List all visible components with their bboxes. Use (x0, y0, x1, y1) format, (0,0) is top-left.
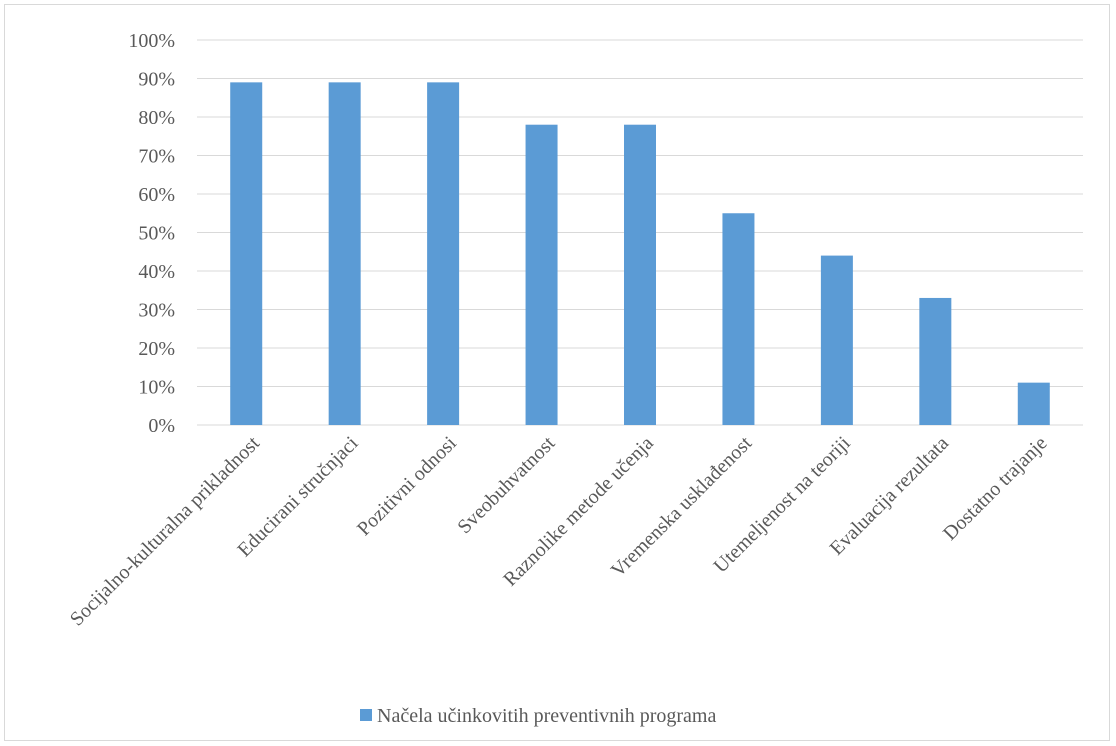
y-tick-label: 0% (148, 415, 175, 437)
x-category-label: Dostatno trajanje (939, 432, 1052, 545)
x-category-label: Pozitivni odnosi (353, 432, 461, 540)
x-axis-category-labels: Socijalno-kulturalna prikladnostEduciran… (66, 432, 1052, 631)
legend-swatch (360, 709, 372, 721)
bar (919, 297, 952, 425)
y-tick-label: 50% (138, 223, 175, 245)
y-tick-label: 100% (128, 30, 175, 52)
y-tick-label: 30% (138, 300, 175, 322)
y-tick-label: 90% (138, 69, 175, 91)
bar (820, 255, 853, 425)
bar (525, 124, 558, 425)
y-axis-tick-labels: 0% 10% 20% 30% 40% 50% 60% 70% 80% 90% 100% (128, 30, 175, 437)
y-tick-label: 70% (138, 146, 175, 168)
bar (230, 82, 263, 425)
bar (624, 124, 656, 425)
bar-series (230, 82, 1050, 425)
y-tick-label: 20% (138, 338, 175, 360)
x-category-label: Sveobuhvatnost (453, 432, 559, 538)
bar (1017, 382, 1050, 425)
legend-label: Načela učinkovitih preventivnih programa (377, 705, 716, 727)
bar (722, 213, 755, 425)
y-tick-label: 40% (138, 261, 175, 283)
legend: Načela učinkovitih preventivnih programa (360, 705, 716, 727)
y-tick-label: 80% (138, 107, 175, 129)
y-tick-label: 60% (138, 184, 175, 206)
bar (328, 82, 361, 425)
x-category-label: Socijalno-kulturalna prikladnost (66, 432, 265, 631)
y-tick-label: 10% (138, 377, 175, 399)
bar (427, 82, 460, 425)
